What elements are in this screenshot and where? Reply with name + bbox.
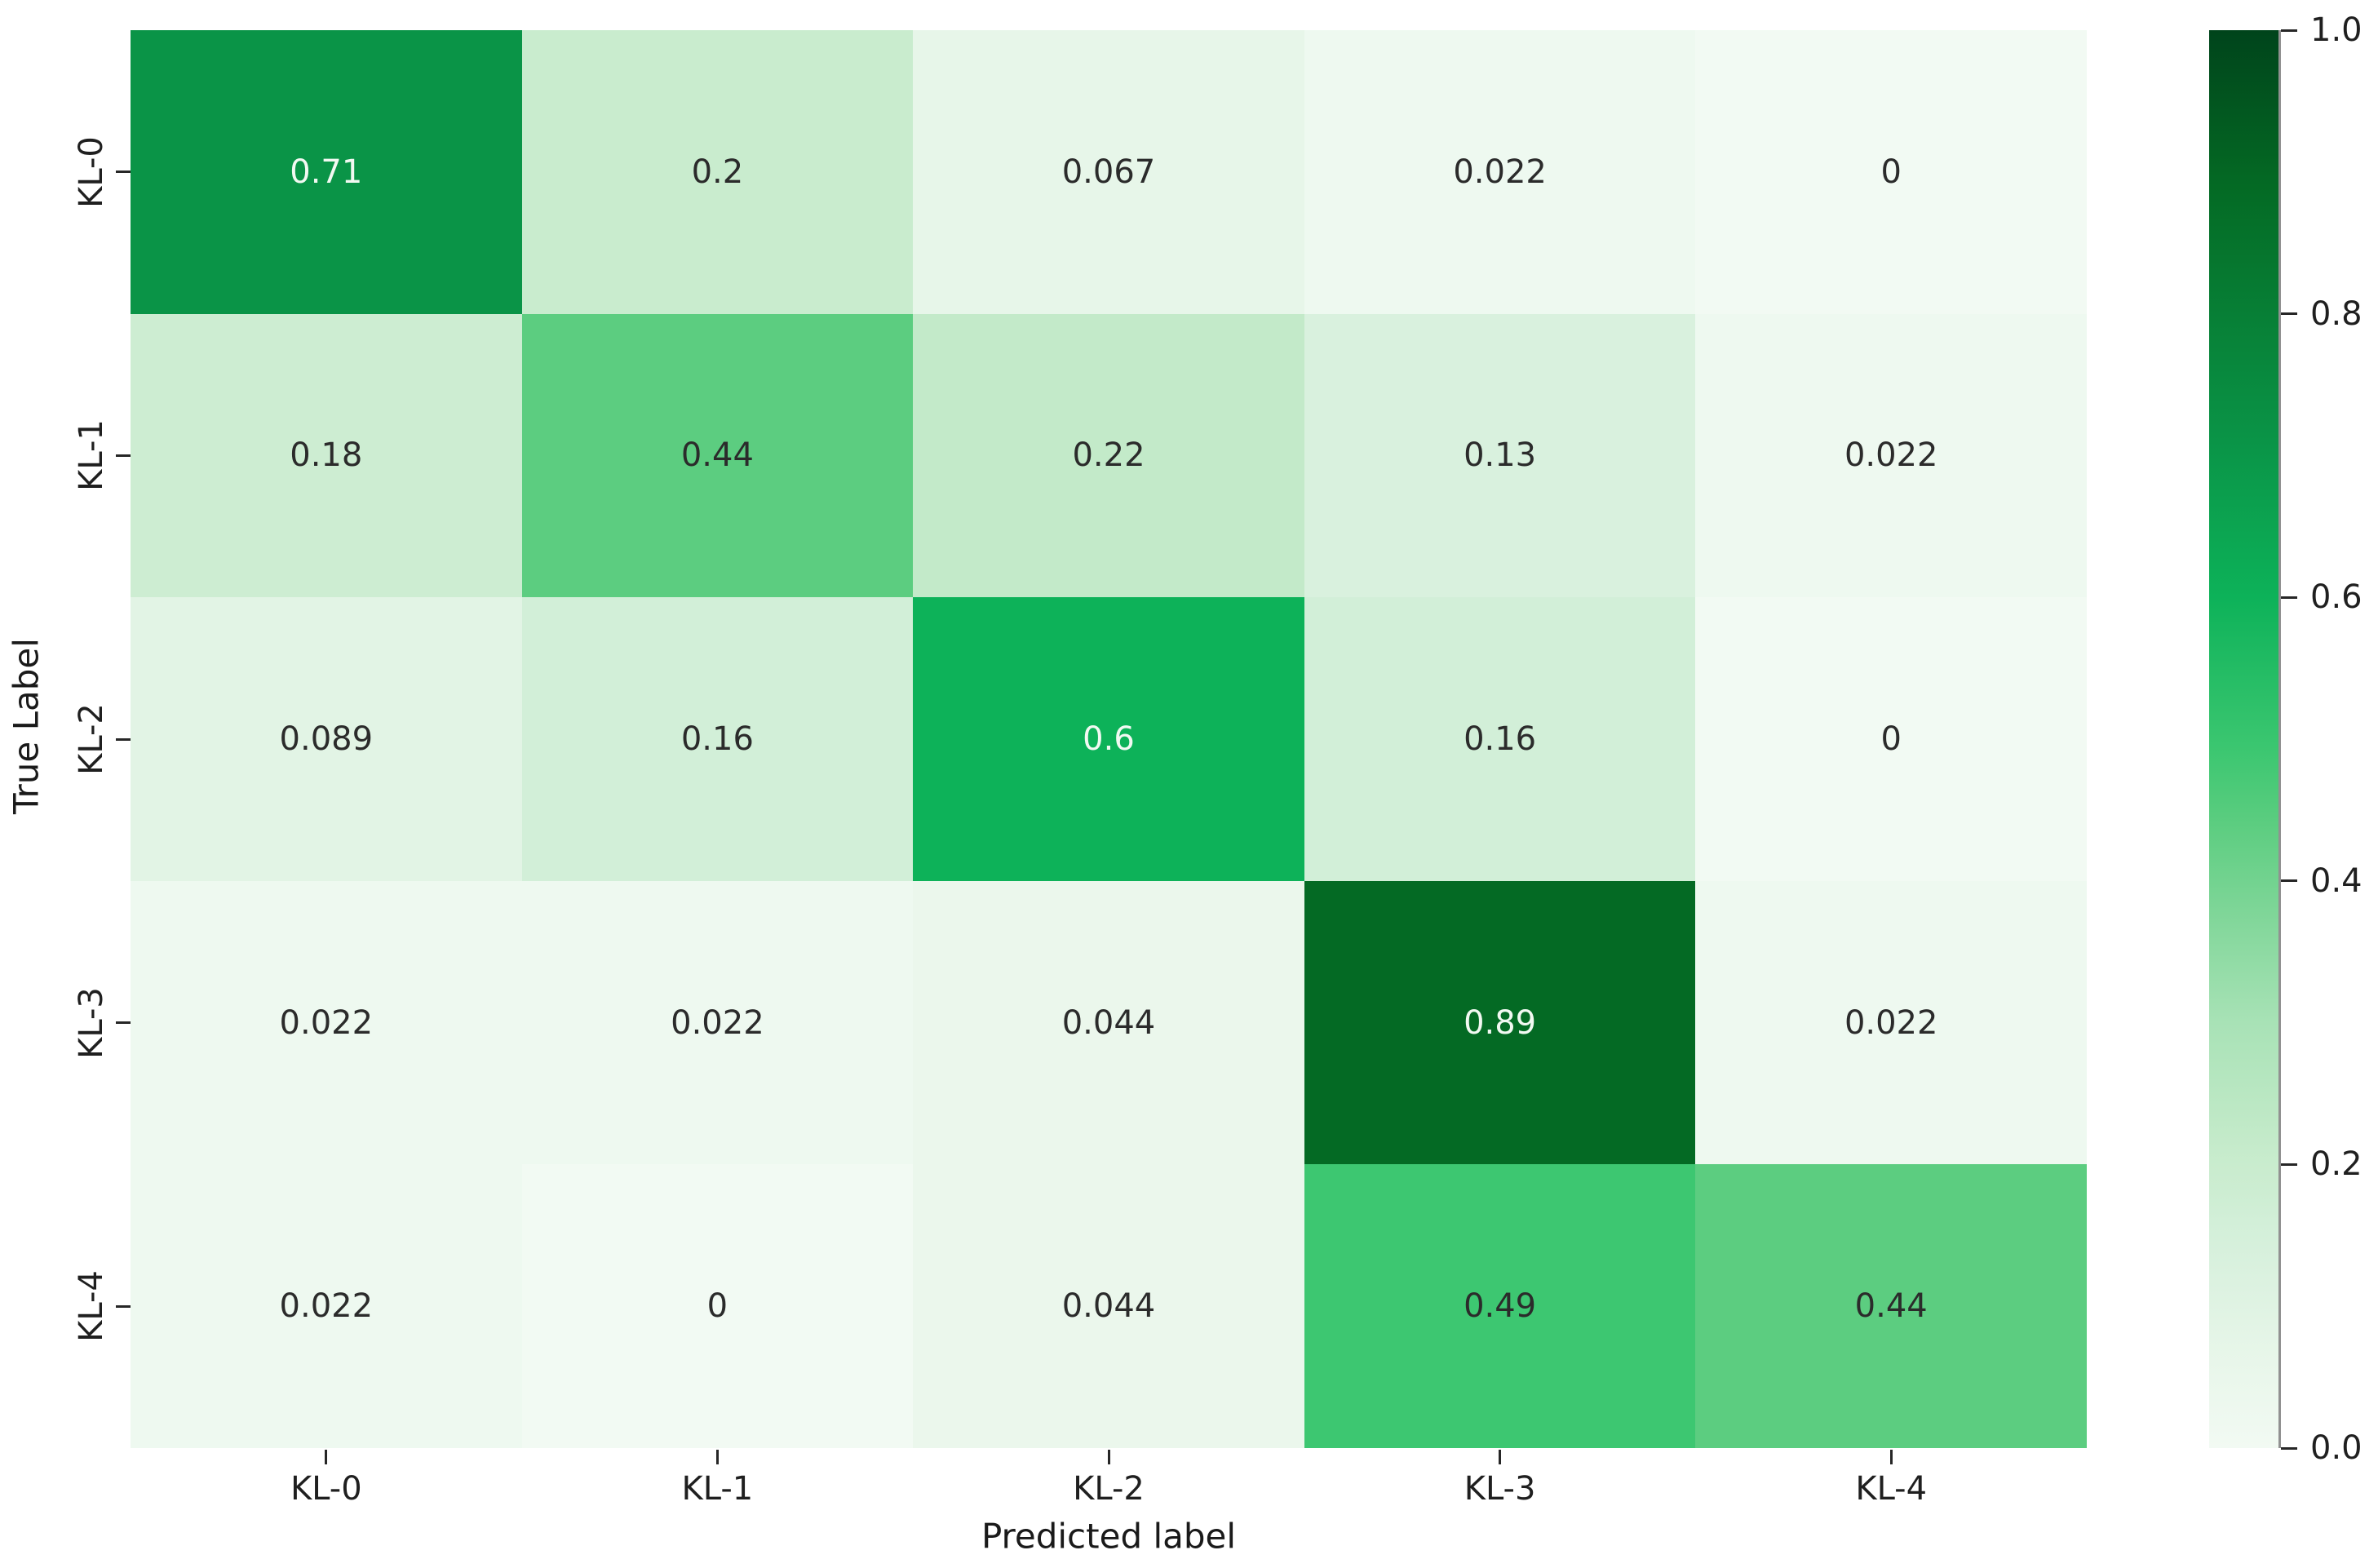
cell-value: 0.067 <box>1061 153 1156 191</box>
colorbar-tick-label: 0.0 <box>2310 1429 2363 1467</box>
y-tickmark <box>116 171 131 174</box>
cell-value: 0.18 <box>290 436 363 475</box>
x-tickmark <box>1499 1450 1502 1464</box>
cell-value: 0.16 <box>1464 720 1537 758</box>
cell-value: 0.71 <box>290 153 363 191</box>
heatmap-cell: 0.71 <box>131 30 522 314</box>
x-tick-label: KL-2 <box>1073 1470 1145 1508</box>
heatmap-cell: 0.022 <box>1304 30 1696 314</box>
heatmap-cell: 0.022 <box>1695 313 2087 598</box>
cell-value: 0.022 <box>279 1003 374 1042</box>
cell-value: 0 <box>1880 720 1902 758</box>
y-tick-label: KL-2 <box>73 703 110 775</box>
heatmap-cell: 0.022 <box>521 880 914 1165</box>
x-tickmark <box>1107 1450 1110 1464</box>
colorbar-tick-label: 0.6 <box>2310 578 2363 617</box>
colorbar-tickmark <box>2281 596 2297 599</box>
heatmap-cell: 0.18 <box>131 313 522 598</box>
colorbar-tickmark <box>2281 879 2297 883</box>
heatmap-grid: 0.71 0.2 0.067 0.022 0 0.18 0.44 0.22 0.13 0.022 0… <box>131 30 2087 1448</box>
colorbar-tick-label: 0.4 <box>2310 862 2363 900</box>
heatmap-cell: 0 <box>1695 597 2087 881</box>
cell-value: 0.44 <box>1854 1287 1928 1326</box>
colorbar-tickmark <box>2281 1163 2297 1166</box>
heatmap-cell: 0.44 <box>521 313 914 598</box>
y-tickmark <box>116 1021 131 1025</box>
heatmap-cell: 0.022 <box>131 1164 522 1448</box>
heatmap-cell: 0.49 <box>1304 1164 1696 1448</box>
heatmap-cell: 0.13 <box>1304 313 1696 598</box>
x-tick-label: KL-3 <box>1464 1470 1536 1508</box>
colorbar-tick-label: 0.2 <box>2310 1145 2363 1184</box>
heatmap-cell: 0.6 <box>913 597 1304 881</box>
cell-value: 0.6 <box>1083 720 1135 758</box>
cell-value: 0.44 <box>680 436 754 475</box>
cell-value: 0.89 <box>1464 1003 1537 1042</box>
heatmap-cell: 0.067 <box>913 30 1304 314</box>
cell-value: 0.2 <box>691 153 744 191</box>
x-tickmark <box>325 1450 328 1464</box>
heatmap-cell: 0.022 <box>131 880 522 1165</box>
heatmap-cell: 0.16 <box>1304 597 1696 881</box>
cell-value: 0.044 <box>1061 1003 1156 1042</box>
y-tickmark <box>116 1304 131 1308</box>
x-tickmark <box>715 1450 719 1464</box>
cell-value: 0.089 <box>279 720 374 758</box>
cell-value: 0.49 <box>1464 1287 1537 1326</box>
heatmap-cell: 0.89 <box>1304 880 1696 1165</box>
cell-value: 0.022 <box>671 1003 764 1042</box>
cell-value: 0.022 <box>1453 153 1547 191</box>
heatmap-cell: 0.44 <box>1695 1164 2087 1448</box>
heatmap-cell: 0 <box>521 1164 914 1448</box>
colorbar-tick-label: 0.8 <box>2310 295 2363 333</box>
heatmap-cell: 0.044 <box>913 880 1304 1165</box>
x-tickmark <box>1889 1450 1893 1464</box>
y-axis-label: True Label <box>6 638 46 814</box>
y-tick-label: KL-0 <box>73 135 110 208</box>
x-tick-label: KL-0 <box>290 1470 362 1508</box>
colorbar-tickmark <box>2281 312 2297 316</box>
heatmap-cell: 0.2 <box>521 30 914 314</box>
heatmap-cell: 0.16 <box>521 597 914 881</box>
x-tick-label: KL-4 <box>1855 1470 1928 1508</box>
y-tick-label: KL-4 <box>73 1270 110 1343</box>
y-tickmark <box>116 737 131 741</box>
heatmap-cell: 0.089 <box>131 597 522 881</box>
heatmap-cell: 0.22 <box>913 313 1304 598</box>
colorbar-tickmark <box>2281 29 2297 32</box>
cell-value: 0 <box>1880 153 1902 191</box>
heatmap-cell: 0 <box>1695 30 2087 314</box>
cell-value: 0 <box>706 1287 728 1326</box>
cell-value: 0.13 <box>1464 436 1537 475</box>
x-axis-label: Predicted label <box>981 1516 1237 1557</box>
cell-value: 0.16 <box>680 720 754 758</box>
heatmap-cell: 0.044 <box>913 1164 1304 1448</box>
colorbar-tickmark <box>2281 1446 2297 1450</box>
cell-value: 0.022 <box>1844 1003 1938 1042</box>
cell-value: 0.22 <box>1072 436 1145 475</box>
colorbar-tick-label: 1.0 <box>2310 11 2363 49</box>
colorbar <box>2209 30 2281 1448</box>
cell-value: 0.022 <box>1844 436 1938 475</box>
heatmap-cell: 0.022 <box>1695 880 2087 1165</box>
y-tick-label: KL-3 <box>73 986 110 1059</box>
cell-value: 0.022 <box>279 1287 374 1326</box>
x-tick-label: KL-1 <box>681 1470 754 1508</box>
y-tickmark <box>116 454 131 457</box>
y-tick-label: KL-1 <box>73 419 110 492</box>
cell-value: 0.044 <box>1061 1287 1156 1326</box>
